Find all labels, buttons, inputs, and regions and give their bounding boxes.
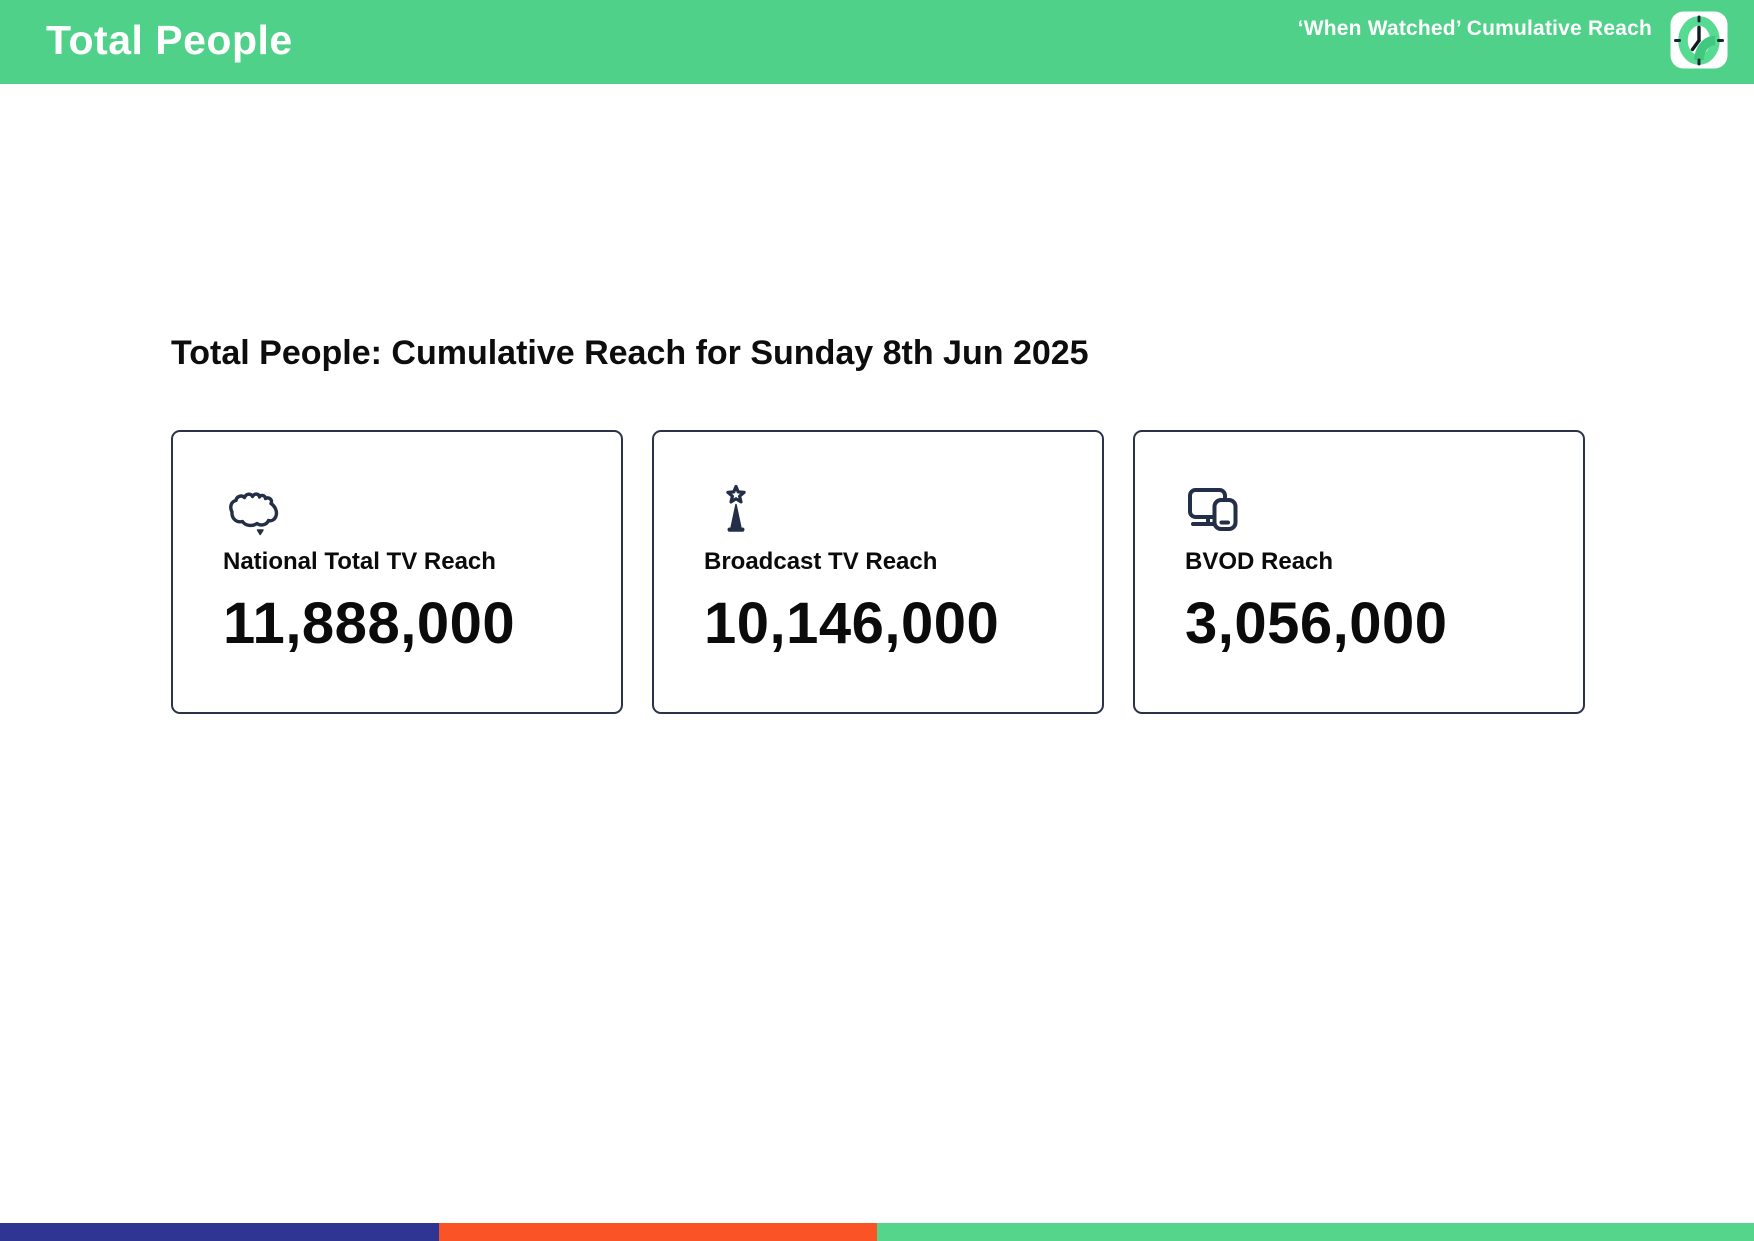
footer-bar-orange-segment [438, 1223, 877, 1241]
footer-bar-blue-segment [0, 1223, 439, 1241]
kpi-label: BVOD Reach [1185, 548, 1334, 576]
clock-icon[interactable] [1670, 11, 1728, 69]
monitor-smartphone-icon [1185, 482, 1553, 540]
kpi-card-row: National Total TV Reach 11,888,000 Broad… [171, 430, 1754, 715]
kpi-card-bvod: BVOD Reach 3,056,000 [1133, 430, 1585, 715]
australia-map-icon [223, 482, 591, 540]
kpi-value: 3,056,000 [1185, 591, 1448, 657]
section-heading: Total People: Cumulative Reach for Sunda… [171, 334, 1089, 372]
kpi-value: 11,888,000 [223, 591, 516, 657]
kpi-card-broadcast-tv: Broadcast TV Reach 10,146,000 [652, 430, 1104, 715]
broadcast-tower-icon [704, 482, 1072, 540]
kpi-label: National Total TV Reach [223, 548, 496, 576]
page-title: Total People [46, 16, 293, 63]
footer-bar-green-segment [877, 1223, 1754, 1241]
footer-brand-bar [0, 1223, 1754, 1241]
main-content: Total People: Cumulative Reach for Sunda… [0, 84, 1754, 715]
header-subtitle: ‘When Watched’ Cumulative Reach [1297, 17, 1652, 40]
header-right-group: ‘When Watched’ Cumulative Reach [1297, 11, 1728, 69]
header-bar: Total People ‘When Watched’ Cumulative R… [0, 0, 1754, 84]
kpi-card-national-total-tv: National Total TV Reach 11,888,000 [171, 430, 623, 715]
kpi-value: 10,146,000 [704, 591, 1000, 657]
kpi-label: Broadcast TV Reach [704, 548, 938, 576]
